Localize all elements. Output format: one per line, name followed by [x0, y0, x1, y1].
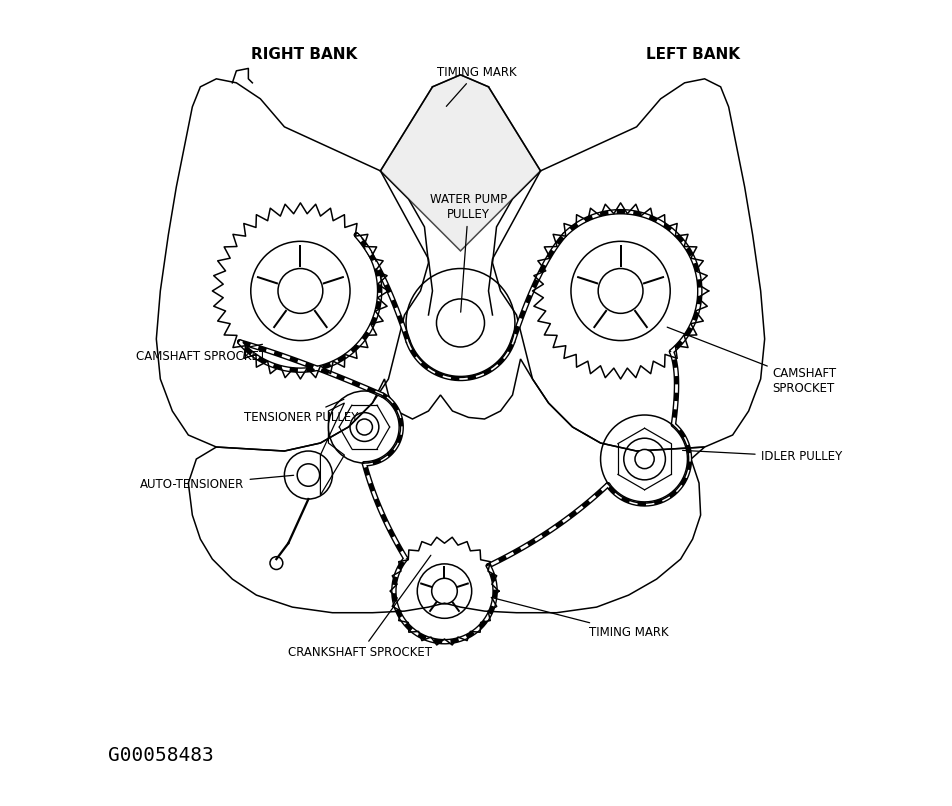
Text: RIGHT BANK: RIGHT BANK [251, 48, 357, 62]
Polygon shape [380, 75, 540, 251]
Text: WATER PUMP
PULLEY: WATER PUMP PULLEY [429, 193, 506, 312]
Text: CRANKSHAFT SPROCKET: CRANKSHAFT SPROCKET [288, 555, 432, 659]
Text: TIMING MARK: TIMING MARK [490, 597, 667, 639]
Circle shape [634, 450, 653, 468]
Text: AUTO-TENSIONER: AUTO-TENSIONER [140, 476, 293, 491]
Text: CAMSHAFT
SPROCKET: CAMSHAFT SPROCKET [666, 327, 836, 395]
Text: TENSIONER PULLEY: TENSIONER PULLEY [244, 399, 358, 424]
Text: G00058483: G00058483 [109, 746, 214, 765]
Text: TIMING MARK: TIMING MARK [436, 66, 516, 106]
Text: CAMSHAFT SPROCKET: CAMSHAFT SPROCKET [136, 344, 267, 363]
Text: IDLER PULLEY: IDLER PULLEY [682, 450, 841, 463]
Circle shape [356, 419, 372, 435]
Text: LEFT BANK: LEFT BANK [645, 48, 739, 62]
